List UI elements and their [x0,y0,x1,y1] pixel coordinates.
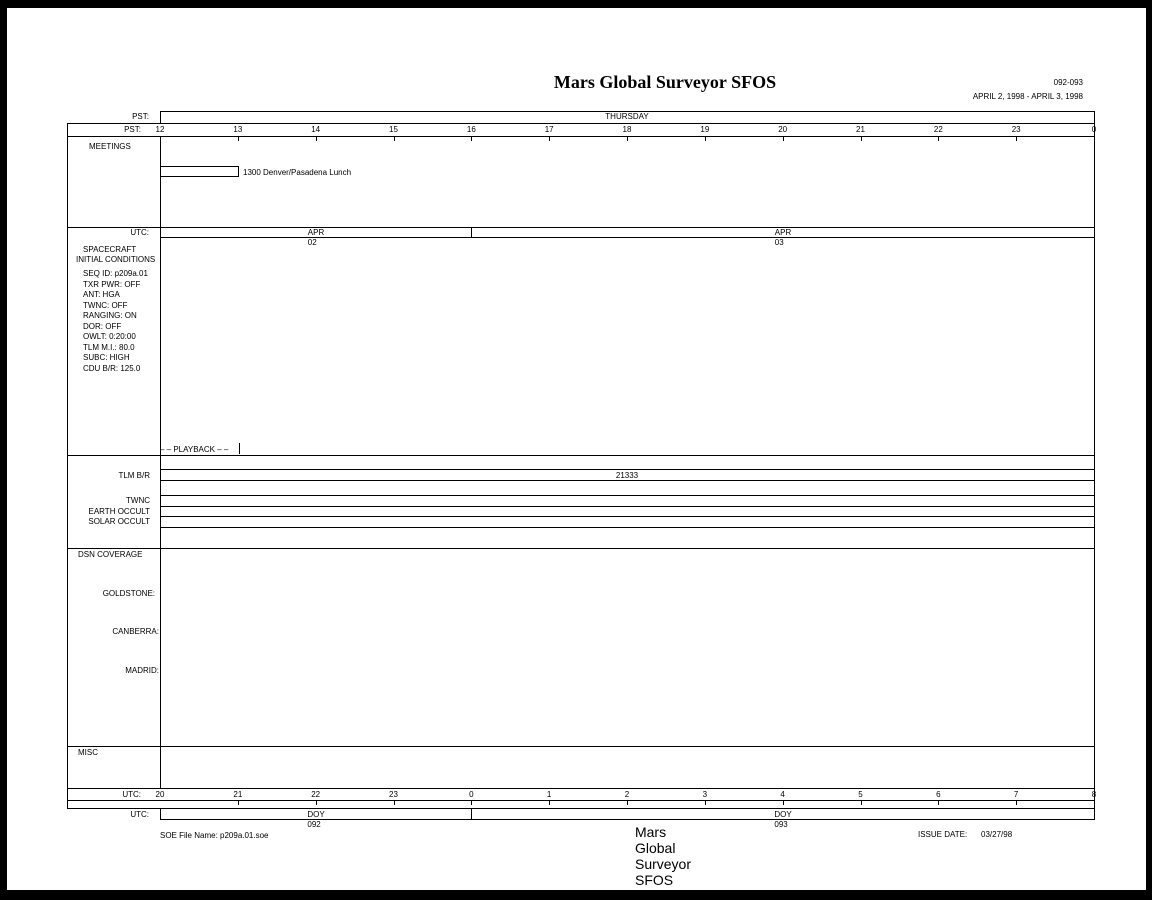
hour-tick [1016,136,1018,141]
condition-item: OWLT: 0:20:00 [83,332,136,341]
hour-tick [860,136,862,141]
earth-occult-label: EARTH OCCULT [88,507,151,516]
meeting-event: 1300 Denver/Pasadena Lunch [243,168,352,177]
madrid-label: MADRID: [125,666,159,675]
hour-label: 19 [700,125,710,134]
hour-tick [704,136,706,141]
doy-092: DOY 092 [307,810,325,829]
playback-label: PLAYBACK [173,445,215,454]
hour-label: 14 [311,125,321,134]
hour-label: 5 [858,790,863,799]
twnc-label: TWNC [126,496,150,505]
hour-tick [627,136,628,141]
condition-item: TWNC: OFF [83,300,128,310]
hour-tick [315,800,317,805]
hour-tick [704,800,706,805]
hour-label: 8 [1091,790,1097,799]
condition-item: CDU B/R: 125.0 [83,363,141,373]
label-column-divider [160,136,161,788]
condition-item: DOR: OFF [83,321,122,331]
doy-label: UTC: [130,810,149,819]
hour-tick [471,800,473,805]
doy-row [160,808,1095,820]
condition-item: SEQ ID: p209a.01 [83,269,148,278]
hour-label: 7 [1013,790,1019,799]
hour-tick [782,800,784,805]
playback-marker: – – PLAYBACK – – [160,445,229,454]
dsn-label: DSN COVERAGE [78,550,143,559]
hour-tick [315,136,317,141]
hour-label: 1 [546,790,552,799]
hour-tick [237,136,239,141]
hour-label: 21 [856,125,865,134]
tlm-br-label: TLM B/R [118,471,150,480]
hour-label: 4 [780,790,785,799]
hour-tick [549,800,551,805]
hour-label: 22 [311,790,321,799]
spacecraft-title: SPACECRAFT [83,245,137,254]
hour-label: 3 [702,790,708,799]
solar-occult-label: SOLAR OCCULT [88,517,150,526]
hour-label: 23 [389,790,398,799]
tlm-br-value: 21333 [615,471,639,480]
hour-tick [860,800,862,805]
meetings-label: MEETINGS [89,142,131,151]
day-name: THURSDAY [605,112,649,121]
hour-tick [549,136,551,141]
hour-label: 13 [233,125,243,134]
hour-tick [938,136,940,141]
page-title: Mars Global Surveyor SFOS [553,72,777,92]
condition-item: RANGING: ON [83,311,137,320]
doy-range: 092-093 [1053,78,1083,87]
hour-label: 18 [622,125,632,134]
hour-tick [782,136,784,141]
hour-label: 22 [933,125,943,134]
hour-label: 20 [155,790,165,799]
meeting-bar[interactable] [160,166,239,177]
issue-date-label: ISSUE DATE: [918,830,968,839]
hour-label: 0 [469,790,474,799]
footer-title: Mars Global Surveyor SFOS [634,824,692,888]
canberra-label: CANBERRA: [112,627,159,636]
hour-label: 21 [233,790,243,799]
utc-dates-label: UTC: [130,228,149,237]
spacecraft-subtitle: INITIAL CONDITIONS [76,255,156,264]
misc-label: MISC [78,748,98,757]
doy-093: DOY 093 [774,810,792,829]
date-apr03: APR 03 [774,228,792,247]
pst-hours-label: PST: [124,125,141,134]
hour-tick [393,800,395,805]
pst-day-label: PST: [132,112,149,121]
condition-item: TXR PWR: OFF [83,279,141,289]
condition-item: TLM M.I.: 80.0 [83,342,135,352]
hour-label: 0 [1091,125,1097,134]
hour-tick [938,800,940,805]
condition-item: ANT: HGA [83,290,120,299]
hour-label: 23 [1011,125,1021,134]
hour-label: 16 [466,125,476,134]
hour-label: 2 [624,790,630,799]
hour-label: 12 [155,125,165,134]
date-range: APRIL 2, 1998 - APRIL 3, 1998 [972,92,1083,101]
condition-item: SUBC: HIGH [83,353,130,362]
hour-tick [471,136,473,141]
utc-hours-label: UTC: [122,790,141,799]
sfos-page: Mars Global Surveyor SFOS 092-093 APRIL … [7,8,1146,890]
hour-tick [393,136,395,141]
hour-label: 17 [544,125,554,134]
hour-tick [1016,800,1018,805]
hour-label: 15 [389,125,398,134]
issue-date: 03/27/98 [981,830,1013,839]
date-apr02: APR 02 [307,228,325,247]
soe-file-name: SOE File Name: p209a.01.soe [160,831,269,840]
hour-tick [237,800,239,805]
main-frame [67,123,1095,809]
hour-label: 20 [778,125,788,134]
hour-label: 6 [936,790,941,799]
hour-tick [627,800,628,805]
goldstone-label: GOLDSTONE: [102,589,155,598]
